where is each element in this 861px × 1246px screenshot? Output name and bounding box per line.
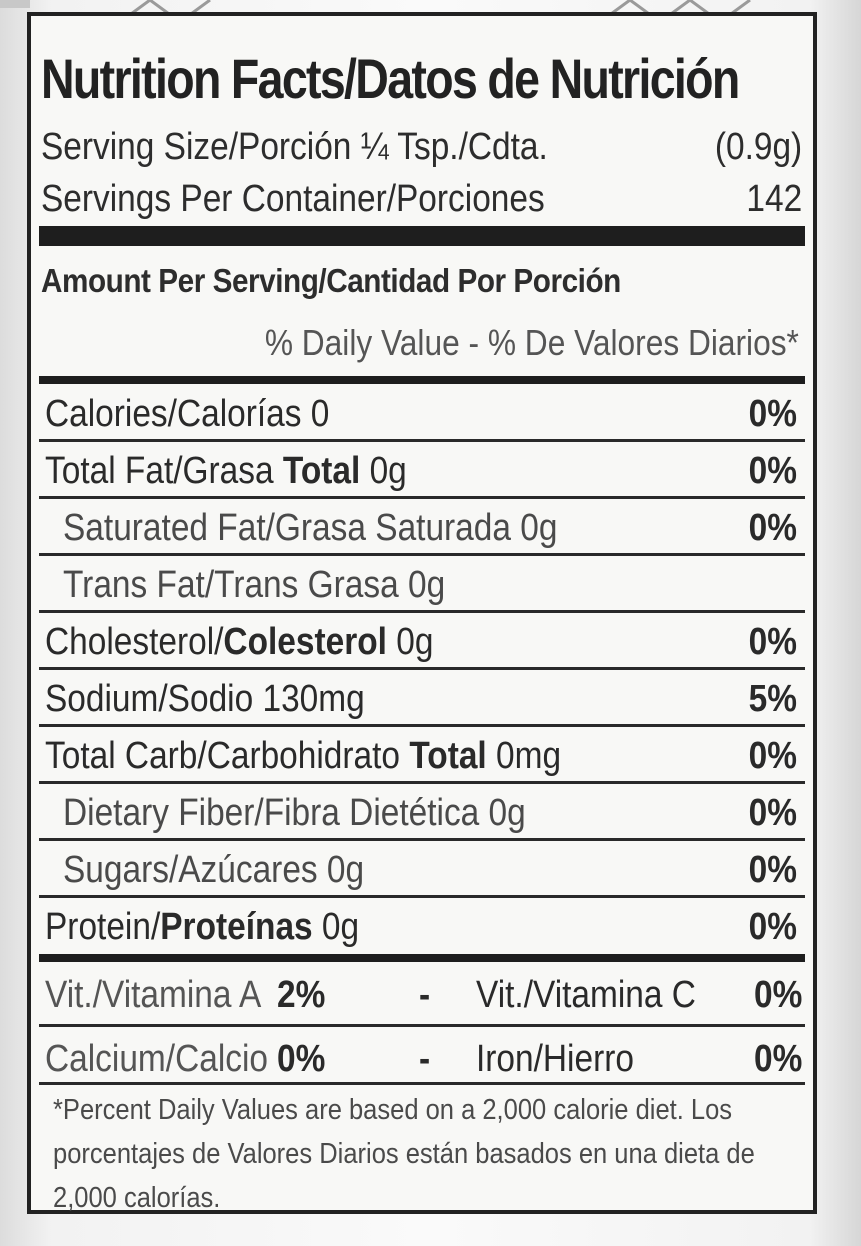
vitamin-a-label: Vit./Vitamina A <box>45 974 262 1016</box>
nutrient-name: Calories/Calorías <box>45 393 302 435</box>
iron-value: 0% <box>754 1038 803 1080</box>
decorative-pattern <box>0 0 751 22</box>
nutrient-name: Dietary Fiber/Fibra Dietética 0g <box>63 792 526 834</box>
nutrient-amount: 0 <box>301 393 330 435</box>
servings-per-container-row: Servings Per Container/Porciones 142 <box>41 178 802 228</box>
nutrient-row: Trans Fat/Trans Grasa 0g <box>39 557 805 613</box>
nutrient-label: Calories/Calorías 0 <box>45 386 329 442</box>
daily-value-percent: 0% <box>748 735 797 777</box>
nutrient-name: Sodium/Sodio 130mg <box>45 678 365 720</box>
row-divider <box>39 838 805 841</box>
vitamin-row-1: Vit./Vitamina A 2% - Vit./Vitamina C 0% <box>39 964 805 1026</box>
nutrient-label: Sugars/Azúcares 0g <box>63 842 364 898</box>
nutrient-label: Trans Fat/Trans Grasa 0g <box>63 557 445 613</box>
daily-value-percent: 0% <box>748 393 797 435</box>
row-divider <box>39 553 805 556</box>
nutrient-label: Protein/Proteínas 0g <box>45 899 359 955</box>
nutrient-name: Protein/ <box>45 906 161 948</box>
daily-value-percent: 5% <box>748 678 797 720</box>
nutrient-row: Cholesterol/Colesterol 0g 0% <box>39 614 805 670</box>
nutrient-amount: 0g <box>360 450 407 492</box>
nutrient-label: Cholesterol/Colesterol 0g <box>45 614 433 670</box>
nutrient-name-bold: Total <box>282 450 361 492</box>
vitamin-dash-1: - <box>419 974 431 1016</box>
daily-value-percent: 0% <box>748 507 797 549</box>
nutrient-label: Sodium/Sodio 130mg <box>45 671 365 727</box>
serving-size-label: Serving Size/Porción ¼ Tsp./Cdta. <box>41 126 548 168</box>
nutrient-name: Total Fat/Grasa <box>45 450 283 492</box>
row-divider <box>39 496 805 499</box>
nutrient-row: Saturated Fat/Grasa Saturada 0g 0% <box>39 500 805 556</box>
label-title: Nutrition Facts/Datos de Nutrición <box>41 47 740 110</box>
vitamin-c-value: 0% <box>754 974 803 1016</box>
nutrient-row: Sugars/Azúcares 0g 0% <box>39 842 805 898</box>
nutrient-amount: 0g <box>312 906 360 948</box>
nutrient-name-bold: Proteínas <box>160 906 313 948</box>
row-divider <box>39 667 805 670</box>
nutrition-facts-label: Nutrition Facts/Datos de Nutrición Servi… <box>27 12 817 1214</box>
row-divider <box>39 724 805 727</box>
daily-value-percent: 0% <box>748 906 797 948</box>
nutrient-name-bold: Colesterol <box>223 621 387 663</box>
row-divider <box>39 439 805 442</box>
vitamin-a-value: 2% <box>277 974 326 1016</box>
nutrient-label: Total Carb/Carbohidrato Total 0mg <box>45 728 561 784</box>
nutrient-name-bold: Total <box>409 735 487 777</box>
row-divider <box>39 781 805 784</box>
daily-value-header: % Daily Value - % De Valores Diarios* <box>264 322 799 363</box>
medium-divider <box>39 376 805 384</box>
nutrient-name: Saturated Fat/Grasa Saturada 0g <box>63 507 558 549</box>
row-divider <box>39 895 805 898</box>
vitamin-c-label: Vit./Vitamina C <box>476 974 696 1016</box>
vitamin-dash-2: - <box>419 1038 431 1080</box>
serving-size-row: Serving Size/Porción ¼ Tsp./Cdta. (0.9g) <box>41 126 802 176</box>
footnote: *Percent Daily Values are based on a 2,0… <box>53 1094 755 1214</box>
calcium-label: Calcium/Calcio <box>45 1038 268 1080</box>
servings-label: Servings Per Container/Porciones <box>41 178 545 220</box>
nutrient-name: Sugars/Azúcares 0g <box>63 849 365 891</box>
nutrient-amount: 0g <box>386 621 434 663</box>
nutrient-row: Protein/Proteínas 0g 0% <box>39 899 805 955</box>
nutrient-row: Sodium/Sodio 130mg 5% <box>39 671 805 727</box>
servings-value: 142 <box>746 178 803 220</box>
calcium-value: 0% <box>277 1038 326 1080</box>
medium-divider-2 <box>39 954 805 962</box>
nutrient-name: Trans Fat/Trans Grasa 0g <box>63 564 446 606</box>
row-divider <box>39 610 805 613</box>
nutrient-label: Dietary Fiber/Fibra Dietética 0g <box>63 785 526 841</box>
nutrient-amount: 0mg <box>486 735 562 777</box>
nutrient-name: Cholesterol/ <box>45 621 224 663</box>
daily-value-percent: 0% <box>748 621 797 663</box>
nutrient-row: Dietary Fiber/Fibra Dietética 0g 0% <box>39 785 805 841</box>
nutrient-row: Calories/Calorías 0 0% <box>39 386 805 442</box>
daily-value-percent: 0% <box>748 792 797 834</box>
nutrient-label: Saturated Fat/Grasa Saturada 0g <box>63 500 557 556</box>
nutrient-name: Total Carb/Carbohidrato <box>45 735 410 777</box>
nutrient-row: Total Fat/Grasa Total 0g 0% <box>39 443 805 499</box>
thin-divider-vit <box>39 1024 805 1027</box>
daily-value-percent: 0% <box>748 450 797 492</box>
amount-per-serving-header: Amount Per Serving/Cantidad Por Porción <box>41 262 621 299</box>
thin-divider-foot <box>39 1082 805 1085</box>
vitamin-row-2: Calcium/Calcio 0% - Iron/Hierro 0% <box>39 1028 805 1090</box>
daily-value-percent: 0% <box>748 849 797 891</box>
serving-size-value: (0.9g) <box>714 126 803 168</box>
iron-label: Iron/Hierro <box>476 1038 634 1080</box>
nutrient-label: Total Fat/Grasa Total 0g <box>45 443 407 499</box>
nutrient-row: Total Carb/Carbohidrato Total 0mg 0% <box>39 728 805 784</box>
thick-divider <box>39 226 805 246</box>
